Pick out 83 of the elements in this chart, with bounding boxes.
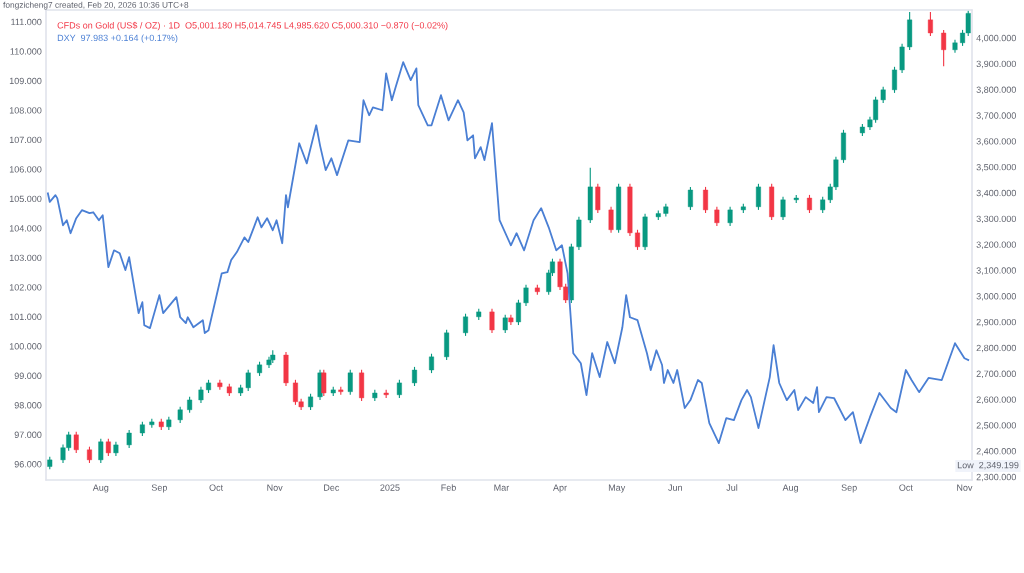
x-tick-label: Nov xyxy=(957,484,973,491)
x-tick-label: Oct xyxy=(899,484,913,491)
y-tick-label: 99.000 xyxy=(14,372,42,379)
candlestick xyxy=(347,369,353,396)
y-tick-label: 97.000 xyxy=(14,431,42,438)
candlestick xyxy=(608,206,614,234)
y-tick-label: 104.000 xyxy=(9,225,42,232)
y2-tick-label: 3,200.000 xyxy=(976,241,1016,249)
line-series xyxy=(46,61,970,445)
y2-tick-label: 2,900.000 xyxy=(976,318,1016,327)
candlestick xyxy=(396,379,402,399)
y2-tick-label: 2,600.000 xyxy=(976,396,1016,404)
x-tick-label: Oct xyxy=(209,484,224,491)
candlestick xyxy=(635,229,640,251)
candlestick xyxy=(703,186,709,214)
x-tick-label: May xyxy=(608,484,626,493)
x-tick-label: Nov xyxy=(267,484,283,491)
x-tick-label: Feb xyxy=(441,484,456,491)
y2-tick-label: 2,400.000 xyxy=(976,448,1016,456)
y2-tick-label: 3,600.000 xyxy=(976,138,1016,146)
candlestick xyxy=(515,299,521,326)
y-tick-label: 110.000 xyxy=(10,48,42,55)
y-tick-label: 96.000 xyxy=(14,461,42,468)
candlestick xyxy=(412,366,417,387)
candlestick xyxy=(899,43,905,74)
y2-tick-label: 2,500.000 xyxy=(976,422,1016,430)
candlestick xyxy=(502,314,508,334)
x-tick-label: Apr xyxy=(553,484,567,493)
y2-tick-label: 3,400.000 xyxy=(976,189,1016,198)
y2-tick-label: 3,000.000 xyxy=(976,293,1016,301)
candlestick xyxy=(714,206,720,227)
y-tick-label: 103.000 xyxy=(9,254,42,262)
y2-tick-label: 3,900.000 xyxy=(976,60,1016,69)
candlestick xyxy=(126,429,132,449)
candlestick xyxy=(321,369,327,397)
candlestick xyxy=(941,29,947,67)
y2-tick-label: 3,300.000 xyxy=(976,215,1016,224)
candlestick xyxy=(429,353,434,374)
candlestick xyxy=(727,206,733,227)
x-tick-label: Sep xyxy=(841,484,857,493)
x-tick-label: Aug xyxy=(92,484,109,493)
candlestick xyxy=(755,183,761,211)
y-tick-label: 107.000 xyxy=(9,136,42,144)
candlestick xyxy=(73,431,79,454)
x-tick-label: Aug xyxy=(782,484,799,493)
y-tick-label: 102.000 xyxy=(9,284,42,291)
candlestick xyxy=(807,194,812,214)
y2-tick-label: 2,800.000 xyxy=(976,344,1016,353)
candlestick xyxy=(98,438,104,464)
y2-tick-label: 3,800.000 xyxy=(976,86,1016,94)
x-tick-label: Jun xyxy=(668,484,682,491)
candlestick xyxy=(780,196,786,221)
candlestick xyxy=(523,284,529,307)
y2-tick-label: 3,100.000 xyxy=(976,267,1016,275)
y2-tick-label: 4,000.000 xyxy=(976,34,1016,43)
x-tick-label: Sep xyxy=(151,484,168,493)
x-tick-label: Jul xyxy=(726,484,738,491)
text: fongzicheng7 created, Feb 20, 2026 10:36 UTC+8 xyxy=(3,1,189,10)
candlestick xyxy=(489,308,495,334)
y-tick-label: 108.000 xyxy=(9,107,42,114)
candlestick xyxy=(595,183,601,214)
y-tick-label: 98.000 xyxy=(14,402,42,409)
y2-tick-label: 2,300.000 xyxy=(976,473,1016,482)
candlestick xyxy=(687,186,693,211)
y2-tick-label: 3,500.000 xyxy=(976,163,1016,172)
candlestick xyxy=(217,379,223,391)
y-tick-label: 100.000 xyxy=(9,343,42,350)
y-tick-label: 111.000 xyxy=(11,18,42,26)
y-tick-label: 105.000 xyxy=(9,195,42,203)
y-tick-label: 106.000 xyxy=(9,166,42,173)
y-tick-label: 101.000 xyxy=(9,313,42,321)
y2-tick-label: 3,700.000 xyxy=(976,112,1016,120)
candlestick xyxy=(463,313,469,337)
y2-tick-label: 2,700.000 xyxy=(976,370,1016,379)
x-tick-label: Mar xyxy=(494,484,510,491)
candlestick xyxy=(927,11,933,37)
annotation: Low 2,349.199 xyxy=(957,461,1019,470)
y-tick-label: 109.000 xyxy=(9,77,42,85)
x-tick-label: 2025 xyxy=(380,484,400,491)
x-tick-label: Dec xyxy=(324,484,340,491)
candlestick xyxy=(892,66,897,94)
annotation: DXY 97.983 +0.164 (+0.17%) xyxy=(57,34,178,43)
annotation: CFDs on Gold (US$ / OZ) · 1D O5,001.180 H5,014.745 L4,985.620 C5,000.310 −0.870 (−0.02%) xyxy=(57,21,448,31)
